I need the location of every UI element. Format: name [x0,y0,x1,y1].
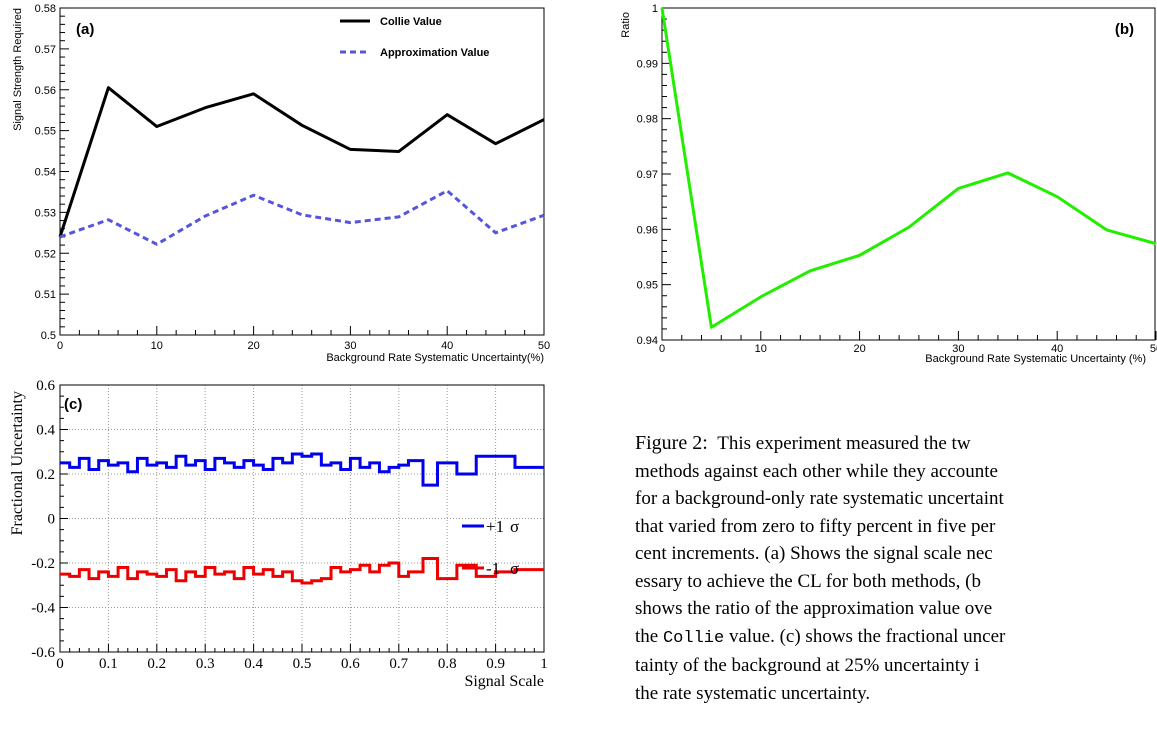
x-axis-label: Signal Scale [464,673,544,690]
y-axis-label: Ratio [620,12,632,38]
x-axis-label: Background Rate Systematic Uncertainty(%… [326,352,544,364]
legend-label: -1 [486,559,500,578]
x-tick-label: 50 [1150,343,1157,355]
panel-tag-c: (c) [64,396,82,413]
y-tick-label: 0.97 [637,169,658,181]
x-tick-label: 0.7 [389,656,408,672]
legend-symbol: σ [510,517,519,536]
y-tick-label: 0.96 [637,224,658,236]
y-tick-label: 0.54 [35,167,56,179]
legend-symbol: σ [510,559,519,578]
chart-panel-c: 0 0.1 0.2 0.3 0.4 0.5 0.6 0.7 0.8 0.9 1 -0.6 -0.4 -0.… [9,378,548,690]
caption-code-collie: Collie [662,628,725,648]
y-axis-label: Signal Strength Required [12,8,24,131]
x-tick-label: 0.2 [147,656,166,672]
y-axis-label: Fractional Uncertainty [9,391,26,535]
series-step-minus1sigma [60,557,544,585]
series-line-approximation [59,189,545,246]
chart-panel-a: 0 10 20 30 40 50 0.5 0.51 0.52 0.53 0.54 0.55 0.56 0.… [12,3,550,364]
caption-line-2: methods against each other while they ac… [635,460,998,482]
y-tick-label: 1 [652,3,658,15]
x-tick-label: 20 [853,343,865,355]
caption-line-8-prefix: the [635,625,659,647]
caption-line-3: for a background-only rate systematic un… [635,488,1004,509]
legend-label: Approximation Value [380,47,489,59]
figure-caption: Figure 2: This experiment measured the t… [635,430,1155,707]
x-tick-label: 0.8 [438,656,457,672]
caption-line-6: essary to achieve the CL for both method… [635,570,981,592]
y-tick-label: 0.4 [36,423,55,439]
y-tick-label: 0.52 [35,248,56,260]
x-tick-label: 0.1 [99,656,118,672]
x-tick-label: 40 [1051,343,1063,355]
x-tick-label: 0.9 [486,656,505,672]
x-tick-label: 30 [344,340,356,352]
x-tick-label: 40 [441,340,453,352]
x-tick-label: 0.6 [341,656,360,672]
x-tick-label: 1 [540,656,548,672]
y-tick-label: -0.2 [31,556,55,572]
caption-line-10: the rate systematic uncertainty. [635,682,871,704]
plot-frame [661,7,1156,341]
x-tick-label: 0 [56,656,64,672]
x-tick-label: 0.3 [196,656,215,672]
caption-line-7: shows the ratio of the approximation val… [635,598,993,619]
x-tick-label: 0.5 [293,656,312,672]
y-tick-label: 0.58 [35,3,56,15]
y-tick-label: 0.51 [35,289,56,301]
x-tick-label: 30 [952,343,964,355]
x-axis-label: Background Rate Systematic Uncertainty (… [925,353,1146,365]
y-tick-label: 0.6 [36,378,55,394]
y-tick-label: 0.2 [36,467,55,483]
y-tick-label: 0.98 [637,114,658,126]
y-tick-label: 0.99 [637,58,658,70]
legend-label: +1 [486,517,504,536]
y-tick-label: 0.55 [35,126,56,138]
y-tick-label: 0.53 [35,207,56,219]
series-line-ratio [660,7,1157,329]
y-tick-label: 0.56 [35,85,56,97]
x-tick-label: 10 [755,343,767,355]
caption-lead: Figure 2: [635,432,708,454]
caption-line-1: This experiment measured the tw [717,433,971,454]
caption-line-9: tainty of the background at 25% uncertai… [635,655,980,676]
x-tick-label: 0 [57,340,63,352]
caption-line-5: cent increments. (a) Shows the signal sc… [635,543,993,564]
legend-label: Collie Value [380,16,442,28]
x-tick-label: 50 [538,340,550,352]
chart-panel-b: 0 10 20 30 40 50 0.94 0.95 0.96 0.97 0.98 0.99 1 Back… [620,3,1157,365]
series-line-collie [58,86,545,238]
x-tick-label: 0.4 [244,656,263,672]
y-tick-label: 0.5 [41,330,56,342]
y-tick-label: 0.57 [35,44,56,56]
x-tick-label: 20 [247,340,259,352]
y-tick-label: 0.94 [637,335,658,347]
panel-tag-a: (a) [76,21,94,38]
panel-tag-b: (b) [1115,21,1134,38]
y-tick-label: 0 [48,512,56,528]
series-step-plus1sigma [60,452,544,487]
caption-line-8: value. (c) shows the fractional uncer [728,625,1006,647]
x-tick-label: 0 [659,343,665,355]
x-tick-label: 10 [151,340,163,352]
y-tick-label: 0.95 [637,280,658,292]
y-tick-label: -0.4 [31,601,55,617]
caption-line-4: that varied from zero to fifty percent i… [635,515,996,537]
y-tick-label: -0.6 [31,645,55,661]
